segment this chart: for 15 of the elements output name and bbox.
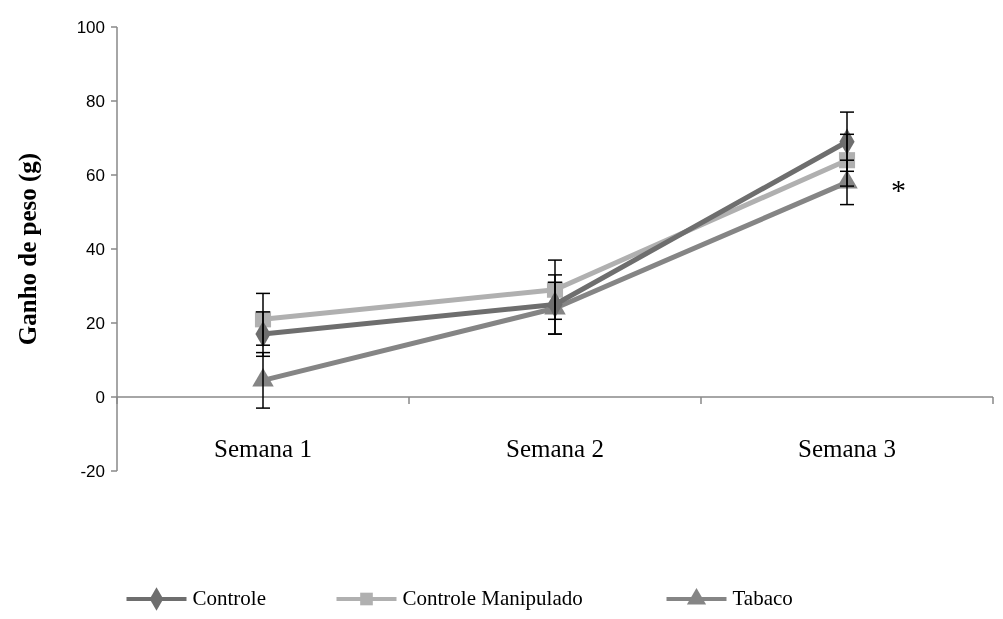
legend-label: Controle [192, 586, 266, 610]
x-tick-label: Semana 2 [506, 435, 604, 462]
y-tick-label: 60 [86, 165, 105, 185]
y-tick-label: 0 [95, 387, 105, 407]
x-tick-label: Semana 1 [214, 435, 312, 462]
legend-label: Controle Manipulado [402, 586, 583, 610]
legend-label: Tabaco [732, 586, 793, 610]
annotation: * [891, 173, 906, 207]
y-tick-label: -20 [80, 461, 105, 481]
y-tick-label: 80 [86, 91, 105, 111]
x-tick-label: Semana 3 [798, 435, 896, 462]
y-tick-label: 20 [86, 313, 105, 333]
y-axis-title: Ganho de peso (g) [14, 152, 42, 346]
y-tick-label: 40 [86, 239, 105, 259]
y-tick-label: 100 [76, 17, 105, 37]
